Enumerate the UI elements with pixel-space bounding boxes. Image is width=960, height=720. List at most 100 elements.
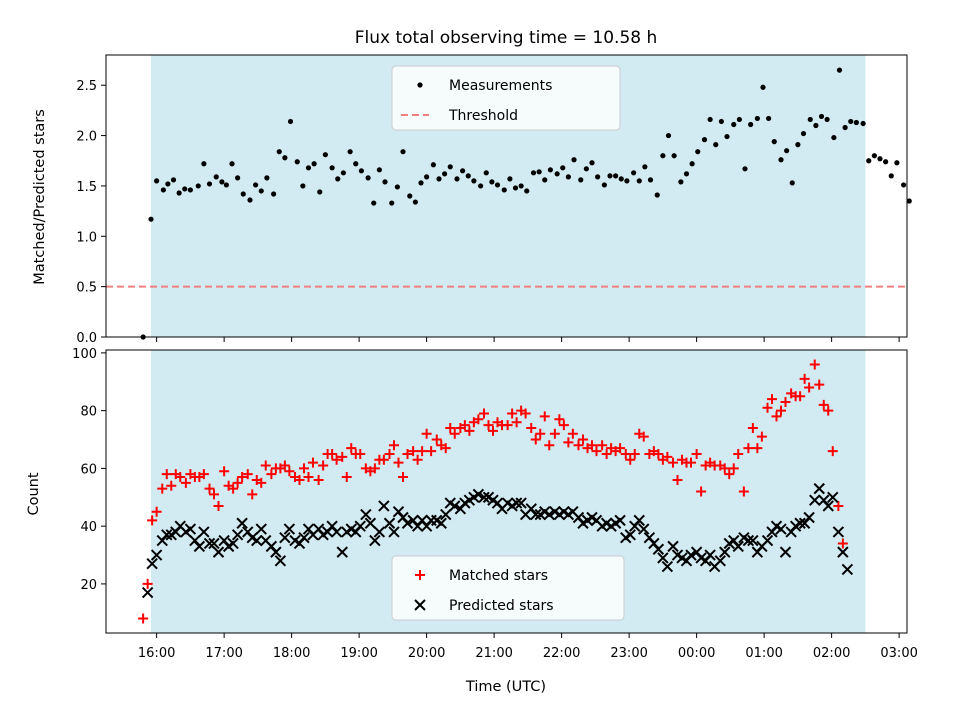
data-point — [660, 153, 666, 159]
data-point — [631, 170, 637, 176]
data-point — [837, 538, 848, 549]
data-point — [795, 142, 801, 148]
data-point — [836, 67, 843, 73]
data-point — [311, 161, 317, 167]
data-point — [728, 463, 739, 474]
data-point — [662, 451, 673, 462]
data-point — [242, 469, 253, 480]
data-point — [613, 173, 619, 179]
data-point — [447, 164, 453, 170]
data-point — [671, 153, 677, 159]
data-point — [270, 546, 282, 558]
data-point — [530, 170, 537, 176]
data-point — [369, 534, 381, 547]
data-point — [247, 197, 253, 203]
x-tick-label: 22:00 — [543, 646, 580, 661]
data-point — [330, 526, 343, 538]
data-point — [813, 122, 819, 129]
data-point — [260, 460, 271, 471]
data-point — [201, 161, 207, 167]
data-point — [208, 537, 220, 550]
data-point — [148, 216, 154, 222]
data-point — [198, 526, 210, 538]
data-point — [142, 578, 153, 589]
data-point — [213, 174, 219, 180]
data-point — [719, 546, 731, 558]
data-point — [672, 474, 683, 485]
data-point — [701, 137, 708, 143]
data-point — [629, 448, 640, 459]
data-point — [667, 540, 679, 553]
axes-frame — [105, 349, 908, 634]
data-point — [360, 508, 372, 521]
data-point — [618, 176, 624, 182]
data-point — [597, 440, 608, 451]
data-point — [696, 486, 707, 497]
data-point — [271, 191, 277, 197]
data-point — [633, 514, 645, 527]
legend-box — [391, 555, 625, 621]
data-point — [430, 162, 436, 168]
data-point — [449, 500, 461, 512]
data-point — [251, 534, 263, 547]
data-point — [383, 517, 396, 529]
data-point — [549, 428, 560, 439]
data-point — [236, 517, 248, 529]
data-point — [161, 529, 173, 541]
data-point — [322, 152, 328, 158]
data-point — [752, 443, 763, 454]
data-point — [776, 405, 786, 416]
data-point — [615, 443, 626, 454]
data-point — [276, 149, 282, 155]
data-point — [539, 411, 550, 422]
data-point — [376, 167, 382, 173]
data-point — [691, 448, 702, 459]
data-point — [731, 121, 737, 128]
data-point — [678, 179, 684, 185]
y-tick-label: 20 — [80, 578, 97, 593]
data-point — [804, 382, 815, 393]
y-tick-label: 40 — [80, 520, 97, 535]
count-panel: 20 40 60 80 100 16:00 17:00 18:00 19:00 20:00 21:0… — [72, 347, 918, 661]
data-point — [287, 118, 294, 125]
series-measurements — [140, 67, 912, 340]
data-point — [347, 149, 353, 155]
data-point — [654, 192, 660, 198]
data-point — [554, 171, 560, 177]
data-point — [161, 469, 172, 480]
data-point — [732, 540, 744, 553]
legend-label: Measurements — [449, 78, 552, 94]
data-point — [401, 517, 414, 529]
data-point — [761, 534, 774, 547]
data-point — [329, 165, 335, 171]
data-point — [488, 425, 498, 436]
data-point — [341, 472, 352, 483]
data-point — [742, 534, 755, 547]
data-point — [412, 454, 423, 465]
data-point — [736, 116, 742, 123]
y-tick-label: 80 — [80, 405, 97, 420]
data-point — [571, 157, 577, 163]
data-point — [358, 168, 364, 174]
data-point — [501, 187, 507, 193]
data-point — [483, 170, 489, 176]
data-point — [795, 391, 806, 402]
data-point — [184, 523, 197, 535]
data-point — [824, 116, 830, 123]
data-point — [478, 183, 484, 189]
data-point — [871, 153, 877, 159]
series-matched-stars — [138, 359, 848, 624]
data-point — [417, 446, 428, 457]
data-point — [827, 446, 838, 457]
data-point — [165, 181, 171, 187]
data-point — [454, 176, 460, 182]
data-point — [807, 116, 813, 123]
data-point — [146, 557, 158, 570]
data-point — [779, 546, 792, 558]
data-point — [198, 469, 209, 480]
data-point — [762, 402, 773, 413]
data-point — [842, 124, 848, 131]
data-point — [563, 437, 574, 448]
data-point — [176, 190, 182, 196]
data-point — [814, 379, 825, 390]
